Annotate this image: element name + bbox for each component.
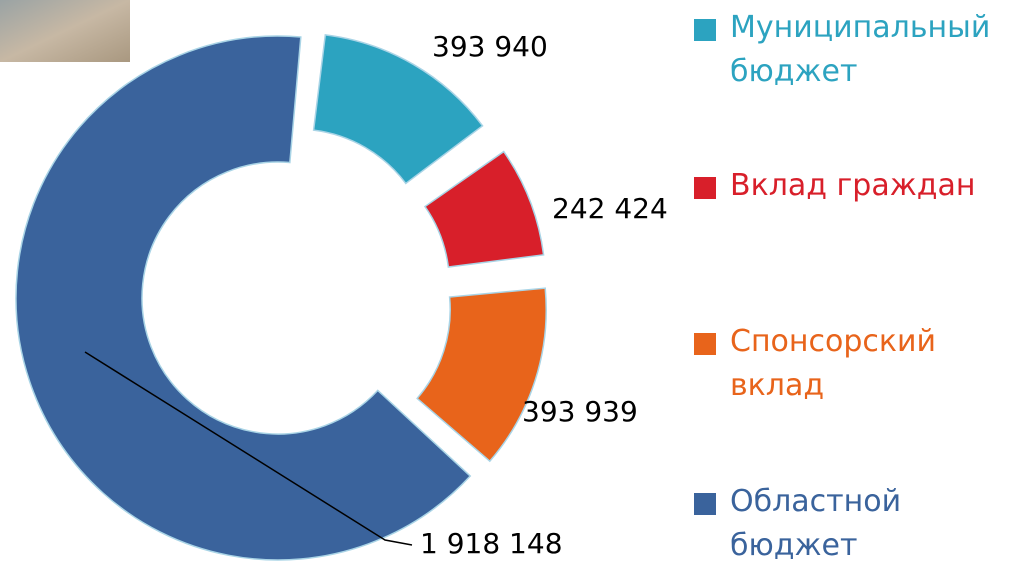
value-label: 393 939 bbox=[522, 395, 638, 428]
legend-item: Спонсорский вклад bbox=[694, 320, 1017, 408]
legend-label: Спонсорский вклад bbox=[730, 324, 936, 403]
legend-label: Областной бюджет bbox=[730, 484, 901, 563]
legend-swatch bbox=[694, 493, 716, 515]
donut-slice bbox=[417, 288, 546, 461]
legend-item: Областной бюджет bbox=[694, 480, 1017, 568]
legend-swatch bbox=[694, 19, 716, 41]
legend-item: Вклад граждан bbox=[694, 164, 1017, 208]
donut-slice bbox=[425, 152, 544, 267]
page: {"chart_data": {"type": "donut", "catego… bbox=[0, 0, 1017, 572]
legend-label: Вклад граждан bbox=[730, 168, 976, 203]
legend-swatch bbox=[694, 333, 716, 355]
legend-swatch bbox=[694, 177, 716, 199]
value-label: 1 918 148 bbox=[420, 527, 563, 560]
thumbnail bbox=[0, 0, 130, 62]
value-label: 242 424 bbox=[552, 192, 668, 225]
legend-label: Муниципальный бюджет bbox=[730, 10, 990, 89]
donut bbox=[16, 35, 546, 560]
legend-item: Муниципальный бюджет bbox=[694, 6, 1017, 94]
value-label: 393 940 bbox=[432, 30, 548, 63]
